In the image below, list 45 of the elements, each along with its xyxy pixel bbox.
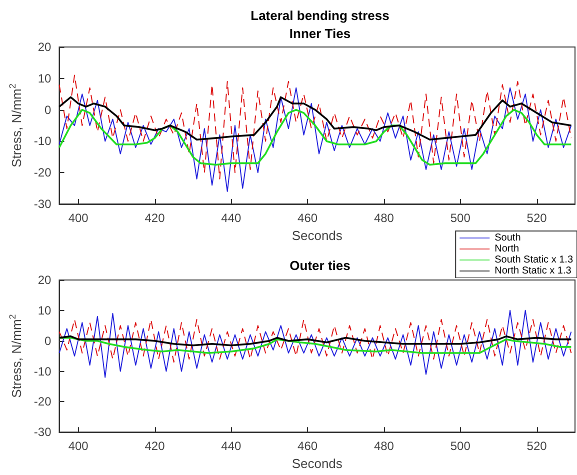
x-tick-label: 500 <box>450 439 471 454</box>
legend-label: South Static x 1.3 <box>494 254 574 266</box>
y-tick-label: 20 <box>38 273 52 287</box>
chart-subtitle: Inner Ties <box>289 26 351 41</box>
line-series <box>58 336 572 354</box>
line-series <box>58 96 572 141</box>
x-tick-label: 520 <box>526 439 548 454</box>
y-tick-label: -30 <box>34 197 52 211</box>
y-tick-label: 10 <box>38 71 52 86</box>
line-series <box>58 108 572 166</box>
line-series <box>58 335 572 346</box>
x-tick-label: 420 <box>144 439 166 454</box>
chart-title: Outer ties <box>290 258 350 273</box>
line-series <box>58 74 572 180</box>
x-axis-title: Seconds <box>292 456 343 471</box>
y-tick-label: 0 <box>44 334 52 348</box>
legend-label: South <box>494 232 521 244</box>
x-tick-label: 460 <box>298 211 318 225</box>
y-tick-label: 10 <box>38 303 52 318</box>
x-tick-label: 400 <box>68 211 89 225</box>
x-tick-label: 460 <box>298 439 318 454</box>
line-series <box>58 319 572 363</box>
x-tick-label: 480 <box>374 439 394 454</box>
y-tick-label: 20 <box>38 40 52 54</box>
x-tick-label: 400 <box>68 439 89 454</box>
legend-label: North <box>494 244 520 254</box>
y-tick-label: -30 <box>34 425 52 440</box>
x-axis-title: Seconds <box>292 228 343 243</box>
y-tick-label: -10 <box>34 134 52 148</box>
line-series <box>58 87 572 192</box>
line-series <box>58 310 572 378</box>
x-tick-label: 440 <box>221 439 242 454</box>
y-tick-label: -10 <box>34 364 52 378</box>
y-tick-label: -20 <box>34 394 52 409</box>
y-tick-label: 0 <box>44 102 52 117</box>
x-tick-label: 500 <box>450 211 471 225</box>
y-tick-label: -20 <box>34 166 52 180</box>
y-axis-title: Stress, N/mm2 <box>8 84 24 168</box>
x-tick-label: 480 <box>374 211 394 225</box>
x-tick-label: 520 <box>526 211 548 225</box>
legend-label: North Static x 1.3 <box>494 266 572 276</box>
x-tick-label: 440 <box>221 211 242 225</box>
chart-title: Lateral bending stress <box>250 8 390 23</box>
y-axis-title: Stress, N/mm2 <box>8 314 24 398</box>
x-tick-label: 420 <box>144 211 166 225</box>
